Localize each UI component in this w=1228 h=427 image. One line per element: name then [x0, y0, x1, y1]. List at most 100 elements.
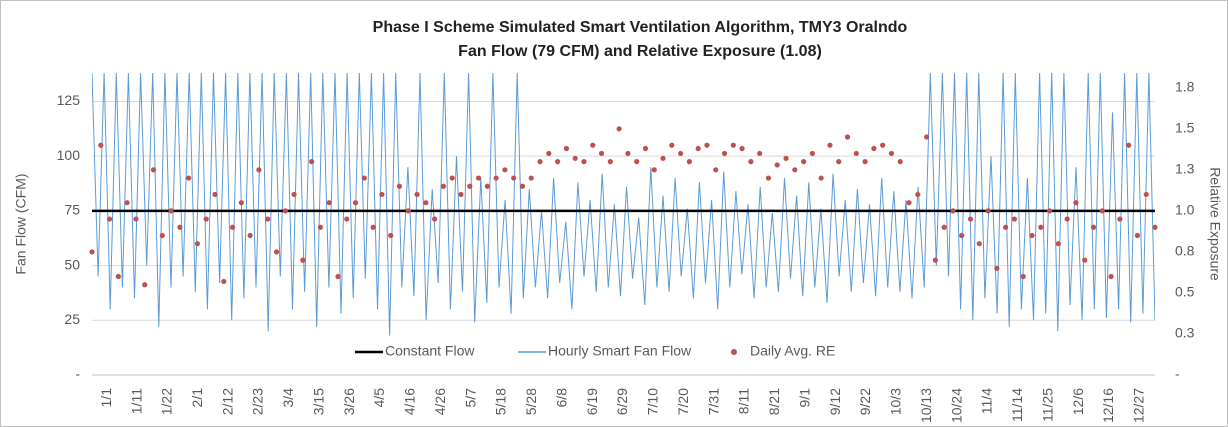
- re-dot: [923, 134, 930, 140]
- x-tick-label: 6/8: [553, 388, 569, 408]
- re-dot: [370, 224, 376, 230]
- re-dot: [194, 241, 201, 247]
- re-dot: [1073, 200, 1079, 206]
- re-dot: [1090, 224, 1097, 230]
- re-dot: [98, 142, 104, 148]
- re-dot: [1029, 232, 1035, 239]
- y2-tick-label: 1.3: [1175, 161, 1195, 177]
- re-dot: [282, 208, 288, 214]
- x-tick-label: 12/27: [1131, 388, 1147, 423]
- re-dot: [660, 155, 666, 161]
- re-dot: [106, 216, 113, 222]
- re-dot: [792, 167, 798, 173]
- re-dot: [335, 273, 341, 280]
- re-dot: [800, 159, 807, 165]
- re-dot: [669, 142, 675, 148]
- re-dot: [950, 208, 956, 214]
- chart-title: Phase I Scheme Simulated Smart Ventilati…: [373, 19, 908, 36]
- re-dot: [309, 159, 315, 165]
- x-tick-label: 5/18: [493, 388, 509, 415]
- x-tick-label: 10/3: [888, 388, 904, 415]
- re-dot: [177, 224, 183, 230]
- re-dot: [959, 232, 965, 239]
- y-tick-label: 25: [64, 311, 80, 327]
- re-dot: [361, 175, 367, 181]
- re-dot: [379, 191, 385, 198]
- fan-flow-line: [92, 73, 1155, 336]
- re-dot: [844, 134, 851, 140]
- re-dot: [546, 150, 552, 157]
- chart-subtitle: Fan Flow (79 CFM) and Relative Exposure …: [458, 43, 822, 60]
- re-dot: [976, 241, 982, 247]
- re-dot: [344, 216, 350, 222]
- re-dot: [203, 216, 209, 222]
- re-dot: [1046, 208, 1053, 214]
- re-dot: [932, 257, 938, 263]
- re-dot: [1099, 208, 1105, 214]
- re-dot: [818, 175, 824, 181]
- x-tick-label: 11/25: [1039, 388, 1055, 422]
- re-dot: [168, 208, 174, 214]
- re-dot: [1055, 241, 1061, 247]
- x-tick-label: 1/22: [159, 388, 175, 415]
- re-dot: [862, 159, 868, 165]
- x-tick-label: 5/7: [462, 388, 478, 408]
- re-dot: [238, 200, 244, 206]
- re-dot: [941, 224, 947, 230]
- re-dot: [1126, 142, 1132, 148]
- y2-axis-label: Relative Exposure: [1207, 167, 1223, 281]
- re-dot: [572, 155, 578, 161]
- re-dot: [783, 155, 789, 161]
- re-dot: [414, 191, 420, 198]
- re-dot: [317, 224, 324, 230]
- re-dot: [994, 265, 1000, 271]
- re-dot: [880, 142, 886, 148]
- re-dot: [678, 150, 684, 157]
- x-tick-label: 7/20: [675, 388, 691, 415]
- legend-swatch: [731, 349, 737, 355]
- re-dot: [265, 216, 271, 222]
- re-dot: [774, 162, 780, 168]
- re-dot: [221, 278, 227, 285]
- x-tick-label: 6/19: [584, 388, 600, 415]
- re-dot: [651, 167, 657, 173]
- re-dot: [695, 145, 701, 152]
- x-tick-label: 3/26: [341, 388, 357, 415]
- re-dot: [159, 232, 165, 239]
- re-dot: [906, 200, 912, 206]
- re-dot: [484, 183, 490, 189]
- y-tick-label: 50: [64, 256, 80, 272]
- re-dot: [555, 159, 561, 165]
- re-dot: [1117, 216, 1123, 222]
- re-dot: [634, 159, 640, 165]
- x-tick-label: 2/1: [189, 388, 205, 408]
- y-tick-label: -: [75, 366, 80, 382]
- x-tick-label: 9/12: [827, 388, 843, 415]
- y-tick-label: 125: [57, 92, 81, 108]
- re-dot: [616, 126, 622, 132]
- y-tick-label: 100: [57, 147, 81, 163]
- re-dot: [300, 257, 306, 263]
- re-dot: [871, 145, 877, 152]
- re-dot: [757, 150, 763, 157]
- re-dot: [686, 159, 692, 165]
- y2-tick-label: 1.0: [1175, 202, 1195, 218]
- re-dot: [1134, 232, 1141, 239]
- x-tick-label: 12/16: [1100, 388, 1116, 423]
- x-tick-label: 8/21: [766, 388, 782, 415]
- x-tick-label: 1/11: [128, 388, 144, 414]
- re-dot: [607, 159, 613, 165]
- re-dot: [537, 159, 543, 165]
- re-dot: [142, 282, 148, 288]
- x-tick-label: 6/29: [614, 388, 630, 415]
- re-dot: [827, 142, 833, 148]
- re-dot: [739, 145, 745, 152]
- re-dot: [502, 167, 508, 173]
- y-axis-label: Fan Flow (CFM): [13, 173, 29, 274]
- re-dot: [853, 150, 859, 157]
- x-tick-label: 9/1: [796, 388, 812, 408]
- legend-label: Hourly Smart Fan Flow: [548, 343, 692, 359]
- y2-tick-label: 1.5: [1175, 120, 1195, 136]
- y2-tick-label: 1.8: [1175, 78, 1195, 94]
